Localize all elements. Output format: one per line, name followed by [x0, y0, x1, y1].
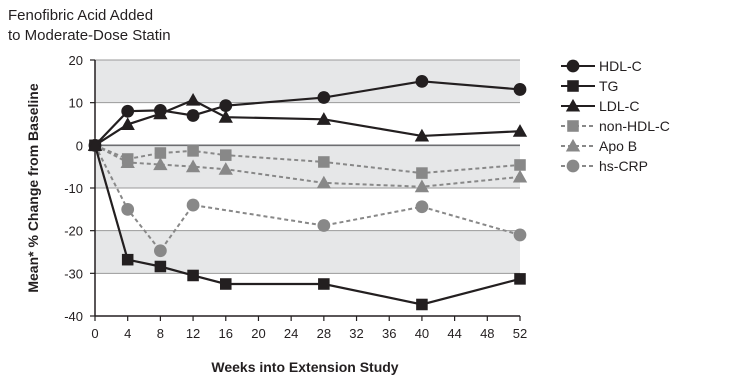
data-point-non-hdl-c-40 — [416, 167, 428, 179]
x-tick-label-40: 40 — [415, 326, 429, 341]
y-axis-title: Mean* % Change from Baseline — [25, 83, 41, 292]
data-point-hs-crp-28 — [317, 219, 331, 232]
data-point-tg-28 — [318, 278, 330, 290]
y-tick-label-10: 10 — [69, 96, 83, 111]
data-point-hs-crp-8 — [154, 244, 167, 258]
data-point-apo-b-4 — [120, 155, 135, 168]
legend: HDL-C TG LDL-C non-HDL-C Apo B hs-CRP — [561, 58, 670, 174]
y-tick-label-0: 0 — [76, 138, 83, 153]
data-point-hdl-c-52 — [513, 83, 527, 96]
data-point-tg-16 — [219, 278, 232, 290]
chart-title-line-2: to Moderate-Dose Statin — [8, 27, 171, 44]
data-point-hs-crp-52 — [513, 228, 527, 242]
legend-marker-apo-b — [565, 138, 581, 152]
x-tick-label-24: 24 — [284, 326, 298, 341]
x-tick-label-44: 44 — [447, 326, 461, 341]
legend-item-ldl-c: LDL-C — [561, 98, 639, 114]
legend-marker-hs-crp — [566, 159, 580, 173]
shaded-band-0 — [95, 60, 520, 103]
x-tick-label-28: 28 — [317, 326, 331, 341]
x-tick-label-16: 16 — [219, 326, 233, 341]
legend-marker-non-hdl-c — [567, 120, 579, 132]
y-tick-label-20: 20 — [69, 53, 83, 68]
legend-label-ldl-c: LDL-C — [599, 98, 639, 114]
data-point-apo-b-16 — [218, 162, 233, 175]
data-point-tg-4 — [121, 253, 134, 266]
x-tick-label-36: 36 — [382, 326, 396, 341]
data-point-non-hdl-c-16 — [219, 149, 232, 161]
data-point-tg-8 — [154, 260, 167, 273]
legend-label-apo-b: Apo B — [599, 138, 637, 154]
series-line-ldl-c — [94, 98, 521, 147]
data-point-apo-b-12 — [185, 159, 201, 173]
series-ldl-c — [87, 92, 528, 151]
legend-marker-hdl-c — [566, 59, 580, 73]
data-point-ldl-c-0 — [87, 138, 103, 151]
data-point-ldl-c-40 — [414, 128, 430, 142]
x-tick-label-52: 52 — [513, 326, 527, 341]
data-point-apo-b-52 — [512, 169, 528, 183]
y-tick-label--40: -40 — [64, 309, 83, 324]
x-axis-title: Weeks into Extension Study — [211, 359, 398, 375]
data-point-hs-crp-4 — [121, 202, 135, 216]
data-point-apo-b-8 — [153, 157, 168, 171]
data-point-non-hdl-c-52 — [514, 159, 526, 171]
data-point-ldl-c-8 — [153, 106, 168, 120]
y-tick-labels: 20 10 0 -10 -20 -30 -40 — [64, 53, 83, 324]
data-point-tg-40 — [416, 298, 428, 311]
x-tick-label-8: 8 — [157, 326, 164, 341]
legend-item-tg: TG — [561, 78, 618, 94]
legend-label-hdl-c: HDL-C — [599, 58, 642, 74]
legend-label-tg: TG — [599, 78, 618, 94]
data-point-hdl-c-40 — [415, 74, 429, 88]
x-tick-label-4: 4 — [124, 326, 131, 341]
data-point-tg-52 — [514, 273, 526, 285]
series-lines — [87, 74, 528, 311]
data-point-hdl-c-16 — [219, 99, 233, 113]
y-tick-label--20: -20 — [64, 224, 83, 239]
x-tick-label-32: 32 — [349, 326, 363, 341]
legend-item-non-hdl-c: non-HDL-C — [561, 118, 670, 134]
legend-marker-tg — [567, 80, 579, 92]
data-point-apo-b-28 — [316, 175, 332, 189]
series-tg — [89, 139, 526, 311]
legend-item-hs-crp: hs-CRP — [561, 158, 648, 174]
series-apo-b — [87, 138, 528, 193]
data-point-tg-12 — [187, 269, 199, 282]
data-point-non-hdl-c-12 — [187, 145, 199, 157]
x-tick-label-0: 0 — [91, 326, 98, 341]
data-point-non-hdl-c-28 — [318, 156, 330, 168]
x-tick-label-48: 48 — [480, 326, 494, 341]
legend-item-hdl-c: HDL-C — [561, 58, 642, 74]
data-point-hdl-c-4 — [121, 104, 135, 118]
grid-lines — [95, 59, 520, 317]
data-point-hs-crp-40 — [415, 200, 429, 214]
data-point-ldl-c-16 — [218, 110, 233, 123]
data-point-hdl-c-28 — [317, 91, 331, 104]
y-tick-label--30: -30 — [64, 266, 83, 281]
legend-label-hs-crp: hs-CRP — [599, 158, 648, 174]
y-tick-label--10: -10 — [64, 181, 83, 196]
x-tick-label-12: 12 — [186, 326, 200, 341]
data-point-ldl-c-52 — [512, 124, 528, 137]
data-point-hs-crp-12 — [186, 198, 200, 212]
data-point-hdl-c-12 — [186, 109, 200, 122]
data-point-ldl-c-28 — [316, 112, 332, 125]
chart-title-line-1: Fenofibric Acid Added — [8, 7, 153, 24]
data-point-ldl-c-4 — [120, 117, 135, 130]
legend-marker-ldl-c — [565, 98, 581, 112]
x-tick-labels: 0 4 8 12 16 20 24 28 32 36 40 44 48 52 — [91, 326, 527, 341]
legend-label-non-hdl-c: non-HDL-C — [599, 118, 670, 134]
data-point-ldl-c-12 — [185, 92, 201, 106]
series-line-apo-b — [94, 144, 521, 188]
data-point-apo-b-40 — [414, 179, 430, 193]
axes — [90, 59, 521, 321]
legend-item-apo-b: Apo B — [561, 138, 637, 154]
x-tick-label-20: 20 — [251, 326, 265, 341]
data-point-non-hdl-c-8 — [154, 147, 167, 159]
